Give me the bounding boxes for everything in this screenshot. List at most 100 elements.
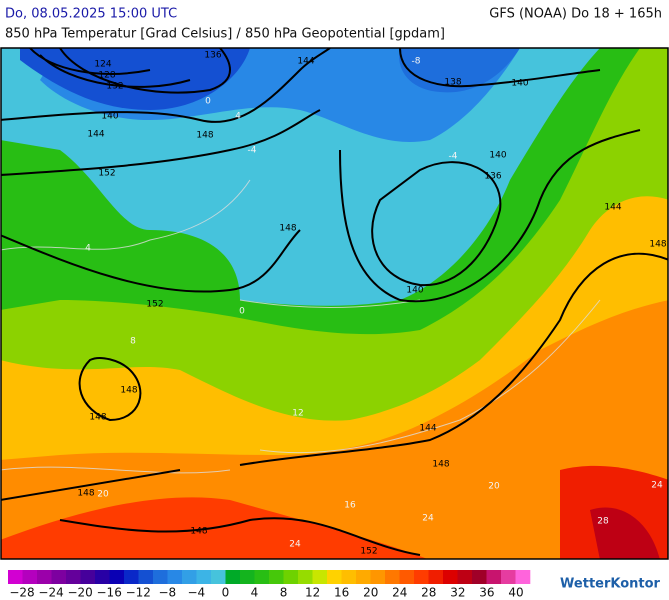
- hot-core: [590, 507, 660, 559]
- color-swatch: [312, 570, 328, 584]
- temperature-label: 4: [235, 112, 241, 122]
- color-swatch: [95, 570, 110, 584]
- geopotential-label: 140: [101, 112, 118, 122]
- color-swatch: [66, 570, 81, 584]
- color-swatch: [182, 570, 197, 584]
- temperature-label: 24: [422, 514, 434, 524]
- geopotential-label: 144: [87, 130, 104, 140]
- color-swatch: [211, 570, 226, 584]
- colorbar-label: 8: [280, 586, 288, 600]
- cold-core: [20, 48, 250, 110]
- color-swatch: [138, 570, 154, 584]
- color-swatch: [167, 570, 183, 584]
- color-swatch: [414, 570, 429, 584]
- temperature-label: 8: [130, 337, 136, 347]
- map-frame: [0, 47, 669, 560]
- geopotential-label: 132: [106, 82, 123, 92]
- geopotential-label: 140: [489, 151, 506, 161]
- geopotential-label: 148: [190, 527, 207, 537]
- colorbar: −28 −24 −20 −16 −12 −8 −4 0 4 8 12 16 20 24 28 32 36 40: [8, 570, 531, 600]
- color-swatch: [428, 570, 444, 584]
- colorbar-label: −12: [126, 586, 151, 600]
- color-swatch: [327, 570, 342, 584]
- color-swatch: [370, 570, 386, 584]
- color-swatch: [486, 570, 502, 584]
- geopotential-label: 144: [419, 424, 436, 434]
- colorbar-label: −8: [158, 586, 176, 600]
- geopotential-label: 136: [204, 51, 221, 61]
- color-swatch: [8, 570, 23, 584]
- colorbar-label: 24: [392, 586, 407, 600]
- temperature-label: 0: [239, 307, 245, 317]
- temperature-label: -4: [248, 146, 257, 156]
- temperature-label: 24: [651, 481, 663, 491]
- color-swatch: [196, 570, 212, 584]
- geopotential-label: 152: [146, 300, 163, 310]
- color-swatch: [298, 570, 313, 584]
- colorbar-label: 28: [421, 586, 436, 600]
- color-swatch: [356, 570, 371, 584]
- colorbar-label: 20: [363, 586, 378, 600]
- color-swatch: [240, 570, 255, 584]
- colorbar-label: 0: [222, 586, 230, 600]
- colorbar-label: −20: [67, 586, 92, 600]
- geopotential-label: 124: [94, 60, 111, 70]
- colorbar-label: −16: [97, 586, 122, 600]
- temperature-label: 16: [344, 501, 356, 511]
- color-swatch: [472, 570, 487, 584]
- model-run: GFS (NOAA) Do 18 + 165h: [489, 7, 662, 22]
- temperature-label: 20: [97, 490, 109, 500]
- color-swatch: [457, 570, 473, 584]
- geopotential-label: 148: [89, 413, 106, 423]
- color-swatch: [385, 570, 400, 584]
- geopotential-label: 144: [604, 203, 621, 213]
- color-swatch: [80, 570, 96, 584]
- geopotential-label: 128: [98, 71, 115, 81]
- geopotential-label: 152: [98, 169, 115, 179]
- color-swatch: [269, 570, 284, 584]
- geopotential-label: 140: [406, 286, 423, 296]
- colorbar-label: 4: [251, 586, 259, 600]
- geopotential-label: 152: [360, 547, 377, 557]
- color-swatch: [515, 570, 531, 584]
- color-swatch: [225, 570, 241, 584]
- colorbar-label: 32: [450, 586, 465, 600]
- temperature-label: 24: [289, 540, 301, 550]
- colorbar-label: 12: [305, 586, 320, 600]
- color-swatch: [153, 570, 168, 584]
- color-swatch: [109, 570, 125, 584]
- color-swatch: [51, 570, 67, 584]
- colorbar-label: 36: [479, 586, 494, 600]
- temperature-label: 0: [205, 97, 211, 107]
- color-swatch: [501, 570, 516, 584]
- color-swatch: [399, 570, 415, 584]
- colorbar-label: −4: [188, 586, 206, 600]
- color-swatch: [283, 570, 299, 584]
- colorbar-label: 40: [508, 586, 523, 600]
- color-swatch: [443, 570, 458, 584]
- geopotential-label: 140: [511, 79, 528, 89]
- geopotential-label: 144: [297, 57, 314, 67]
- geopotential-label: 148: [196, 131, 213, 141]
- color-swatch: [254, 570, 270, 584]
- colorbar-label: −24: [38, 586, 63, 600]
- datetime: Do, 08.05.2025 15:00 UTC: [5, 7, 177, 22]
- color-swatch: [124, 570, 139, 584]
- colorbar-label: 16: [334, 586, 349, 600]
- geopotential-label: 136: [484, 172, 501, 182]
- geopotential-label: 148: [120, 386, 137, 396]
- geopotential-label: 148: [279, 224, 296, 234]
- temperature-label: 28: [597, 517, 609, 527]
- temperature-label: 4: [85, 244, 91, 254]
- temperature-label: 20: [488, 482, 500, 492]
- color-swatch: [341, 570, 357, 584]
- temperature-label: -8: [412, 57, 421, 67]
- colorbar-label: −28: [9, 586, 34, 600]
- geopotential-label: 148: [649, 240, 666, 250]
- temperature-label: -4: [449, 152, 458, 162]
- color-swatch: [22, 570, 38, 584]
- geopotential-label: 148: [77, 489, 94, 499]
- geopotential-label: 148: [432, 460, 449, 470]
